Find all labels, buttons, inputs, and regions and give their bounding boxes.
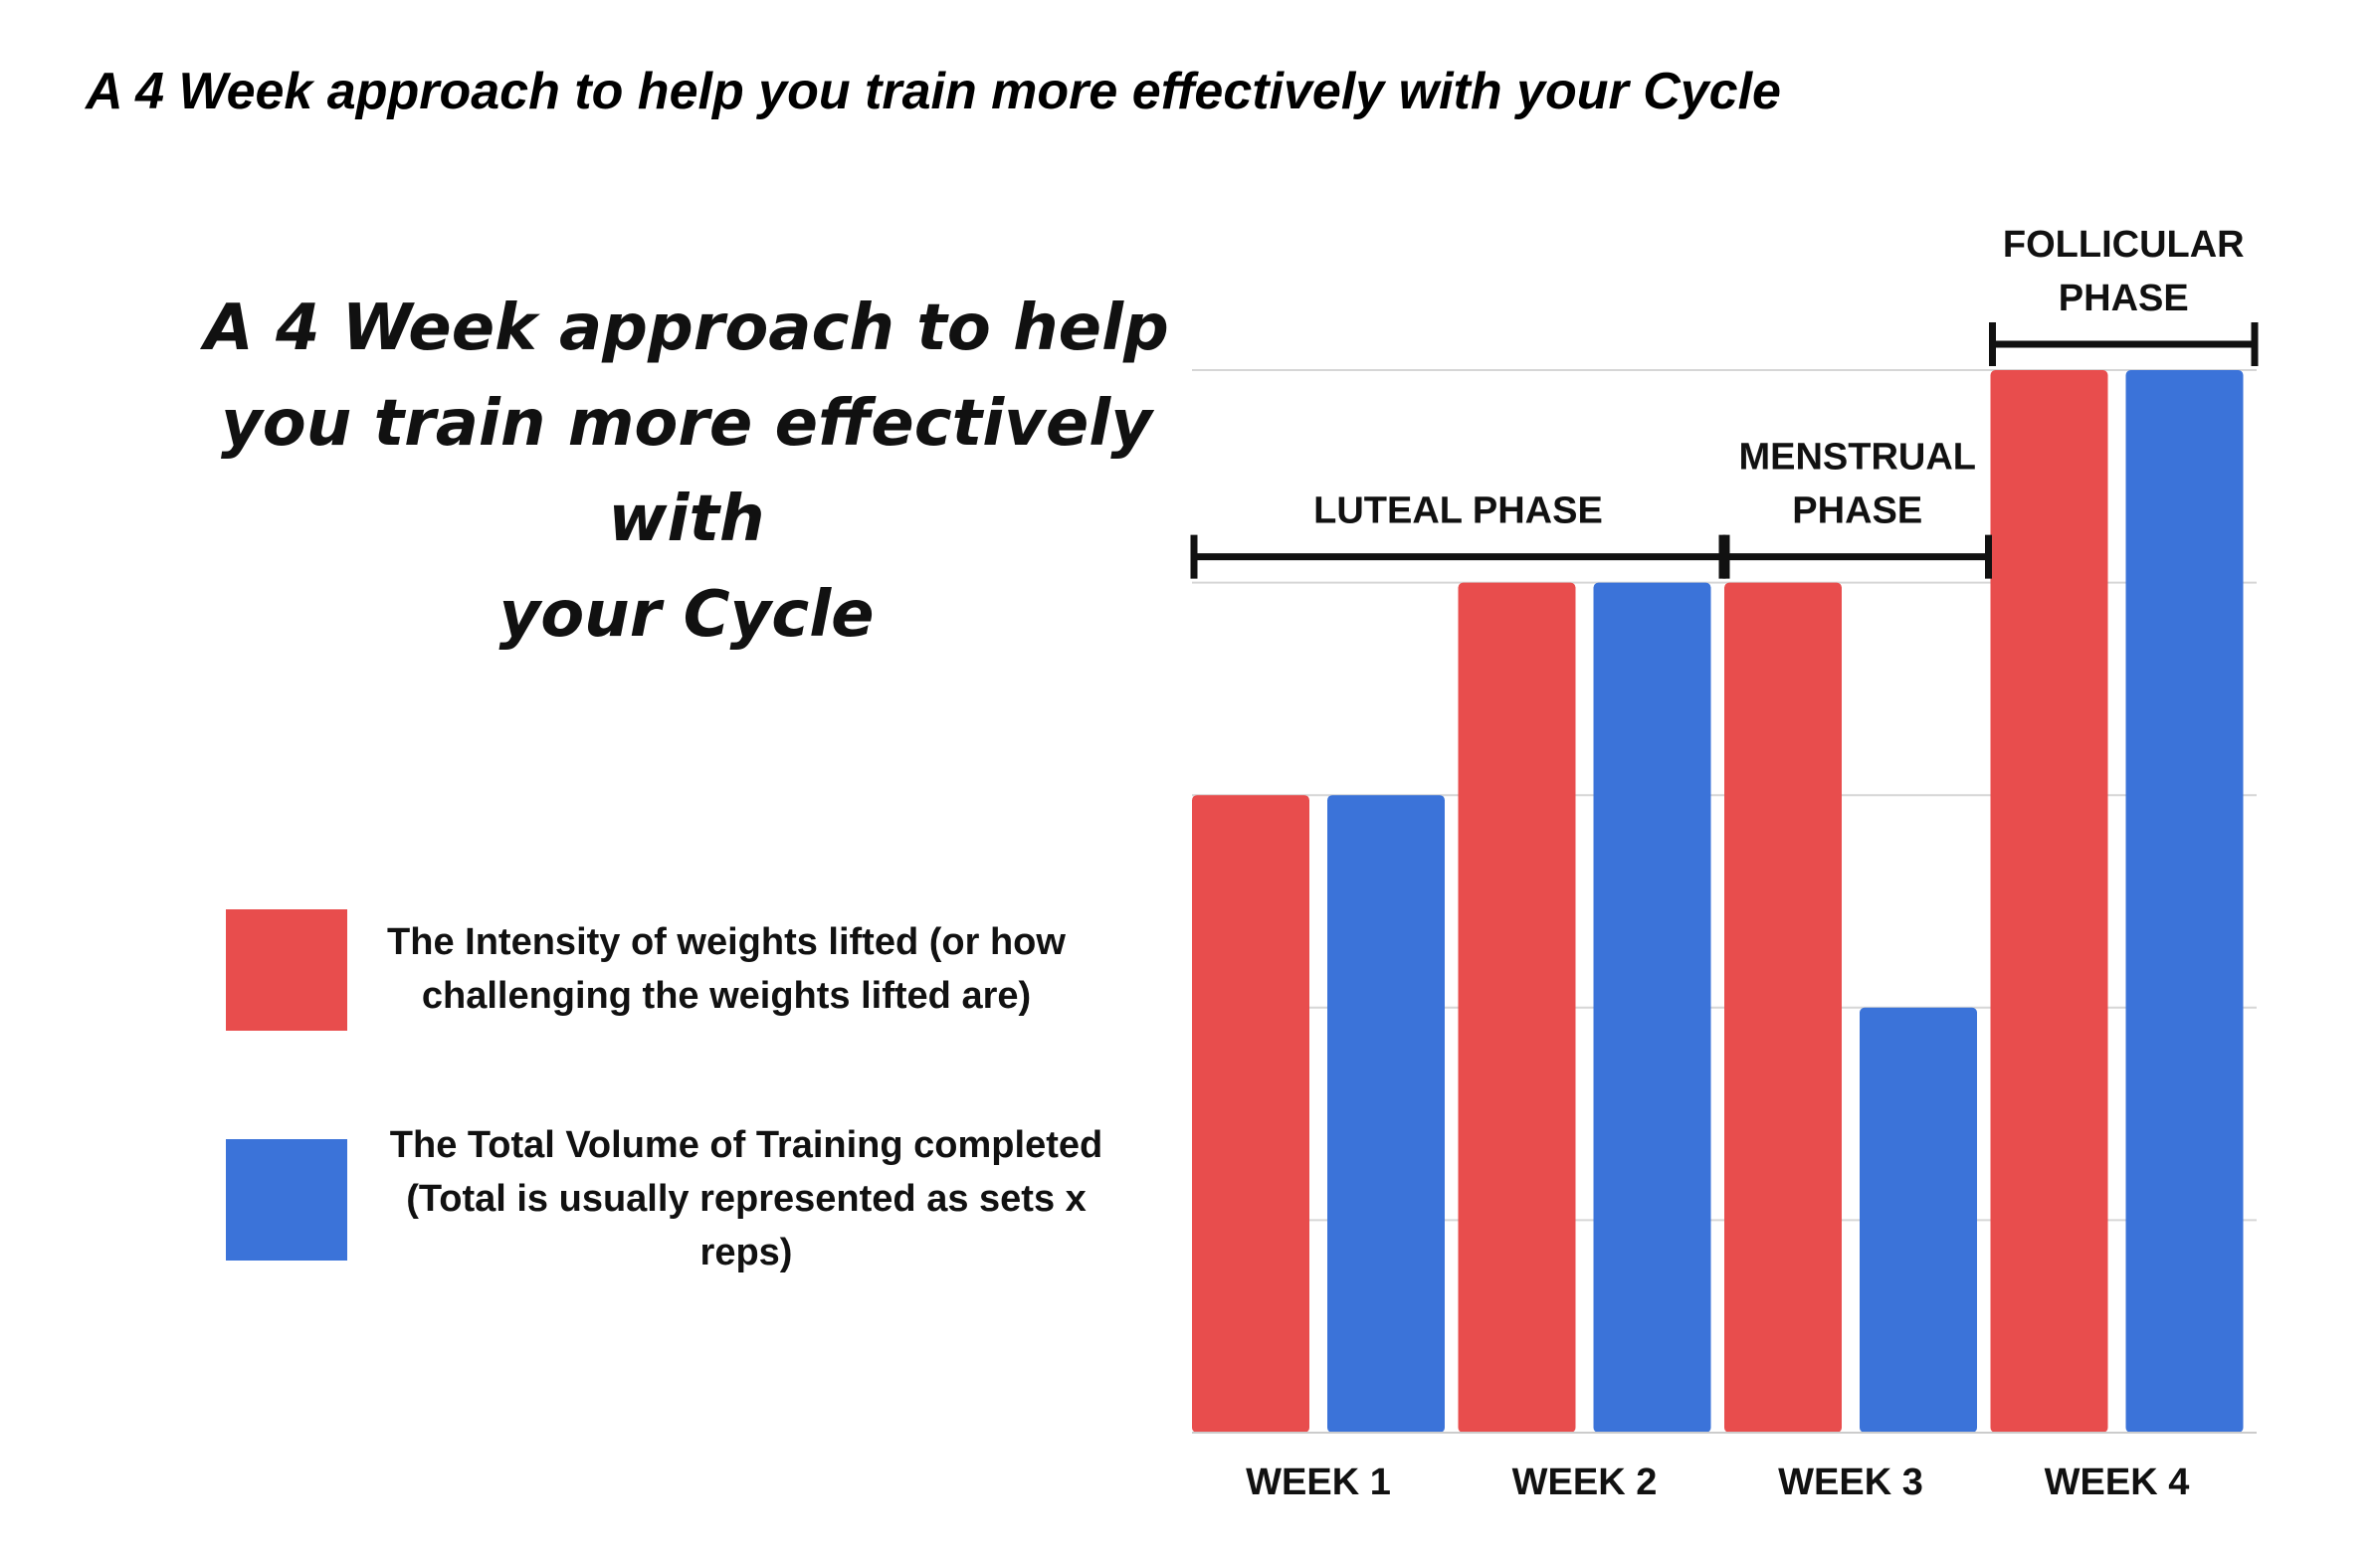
bar-volume-week-3 — [1860, 1007, 1977, 1433]
x-tick-label-week-1: WEEK 1 — [1246, 1462, 1391, 1503]
legend-label-volume: The Total Volume of Training completed (… — [368, 1118, 1124, 1279]
chart-title-line-2: you train more effectively with — [221, 387, 1152, 556]
phase-label-3-line-1: FOLLICULAR — [2003, 224, 2245, 266]
chart-title-line-1: A 4 Week approach to help — [204, 292, 1169, 365]
bar-intensity-week-1 — [1192, 795, 1309, 1433]
legend-label-intensity: The Intensity of weights lifted (or how … — [348, 915, 1104, 1023]
legend-label-intensity-line-1: The Intensity of weights lifted (or how — [387, 921, 1066, 963]
legend-label-volume-line-2: (Total is usually represented as sets x — [406, 1178, 1087, 1220]
page-title: A 4 Week approach to help you train more… — [86, 63, 1781, 120]
bar-intensity-week-4 — [1990, 370, 2108, 1433]
bar-volume-week-2 — [1593, 582, 1711, 1433]
phase-label-1-line-1: LUTEAL PHASE — [1313, 490, 1603, 532]
legend-label-volume-line-1: The Total Volume of Training completed — [389, 1124, 1103, 1166]
x-tick-label-week-3: WEEK 3 — [1778, 1462, 1923, 1503]
x-tick-label-week-2: WEEK 2 — [1512, 1462, 1658, 1503]
chart-title: A 4 Week approach to help you train more… — [149, 281, 1224, 663]
legend-label-volume-line-3: reps) — [699, 1232, 793, 1273]
bar-volume-week-1 — [1327, 795, 1445, 1433]
x-tick-label-week-4: WEEK 4 — [2045, 1462, 2190, 1503]
legend-swatch-volume — [226, 1139, 347, 1261]
bar-intensity-week-2 — [1458, 582, 1576, 1433]
phase-label-2-line-2: PHASE — [1792, 490, 1922, 532]
bar-volume-week-4 — [2125, 370, 2244, 1433]
legend-label-intensity-line-2: challenging the weights lifted are) — [421, 975, 1032, 1017]
phase-label-2-line-1: MENSTRUAL — [1738, 437, 1976, 479]
bar-intensity-week-3 — [1724, 582, 1842, 1433]
chart-title-line-3: your Cycle — [498, 578, 875, 652]
phase-label-3-line-2: PHASE — [2059, 278, 2189, 319]
legend-swatch-intensity — [226, 909, 347, 1031]
